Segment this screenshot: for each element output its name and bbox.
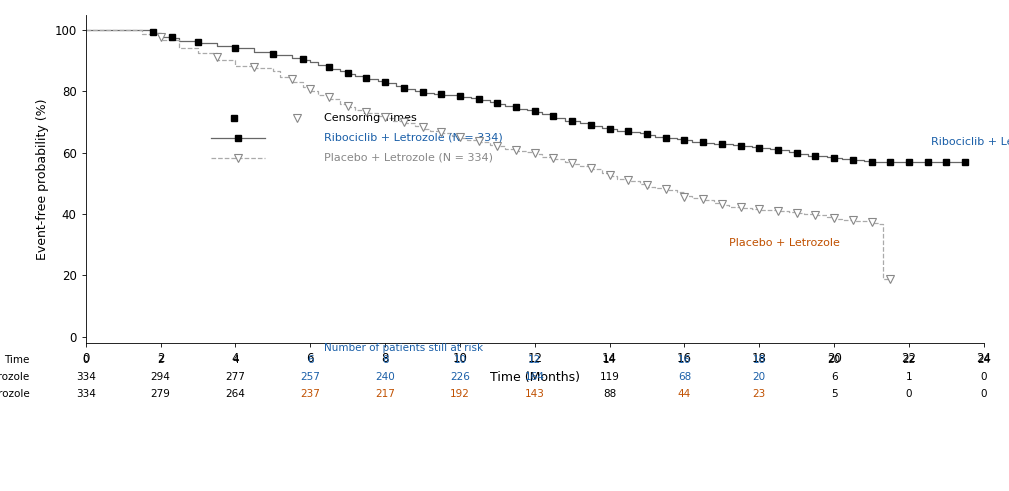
- X-axis label: Time (Months): Time (Months): [489, 371, 580, 383]
- Text: Ribociclib + Letrozole: Ribociclib + Letrozole: [931, 137, 1009, 147]
- Text: Ribociclib + Letrozole (N = 334): Ribociclib + Letrozole (N = 334): [324, 133, 502, 143]
- Text: 12: 12: [528, 355, 542, 365]
- Text: 119: 119: [599, 372, 620, 382]
- Text: 217: 217: [375, 389, 396, 399]
- Text: 0: 0: [981, 389, 987, 399]
- Y-axis label: Event-free probability (%): Event-free probability (%): [36, 98, 48, 260]
- Text: 20: 20: [827, 355, 840, 365]
- Text: 192: 192: [450, 389, 470, 399]
- Text: 68: 68: [678, 372, 691, 382]
- Text: 226: 226: [450, 372, 470, 382]
- Text: 240: 240: [375, 372, 395, 382]
- Text: 334: 334: [76, 372, 96, 382]
- Text: 264: 264: [225, 389, 245, 399]
- Text: 279: 279: [150, 389, 171, 399]
- Text: 0: 0: [981, 372, 987, 382]
- Text: 23: 23: [753, 389, 766, 399]
- Text: Placebo + Letrozole: Placebo + Letrozole: [730, 238, 840, 248]
- Text: 334: 334: [76, 389, 96, 399]
- Text: Placebo + Letrozole: Placebo + Letrozole: [0, 389, 29, 399]
- Text: 277: 277: [225, 372, 245, 382]
- Text: 14: 14: [603, 355, 616, 365]
- Text: 10: 10: [453, 355, 466, 365]
- Text: 257: 257: [301, 372, 320, 382]
- Text: Time: Time: [4, 355, 29, 365]
- Text: 6: 6: [830, 372, 837, 382]
- Text: 88: 88: [603, 389, 616, 399]
- Text: 2: 2: [157, 355, 163, 365]
- Text: 18: 18: [753, 355, 766, 365]
- Text: 44: 44: [678, 389, 691, 399]
- Text: Number of patients still at risk: Number of patients still at risk: [324, 343, 483, 353]
- Text: 20: 20: [753, 372, 766, 382]
- Text: Placebo + Letrozole (N = 334): Placebo + Letrozole (N = 334): [324, 153, 492, 163]
- Text: 237: 237: [301, 389, 320, 399]
- Text: 6: 6: [307, 355, 314, 365]
- Text: 164: 164: [525, 372, 545, 382]
- Text: 0: 0: [83, 355, 89, 365]
- Text: 5: 5: [830, 389, 837, 399]
- Text: 24: 24: [977, 355, 991, 365]
- Text: 1: 1: [906, 372, 912, 382]
- Text: 8: 8: [381, 355, 388, 365]
- Text: 22: 22: [902, 355, 915, 365]
- Text: Ribociclib + Letrozole: Ribociclib + Letrozole: [0, 372, 29, 382]
- Text: 16: 16: [678, 355, 691, 365]
- Text: 0: 0: [906, 389, 912, 399]
- Text: 4: 4: [232, 355, 239, 365]
- Text: Censoring Times: Censoring Times: [324, 113, 417, 123]
- Text: 294: 294: [150, 372, 171, 382]
- Text: 143: 143: [525, 389, 545, 399]
